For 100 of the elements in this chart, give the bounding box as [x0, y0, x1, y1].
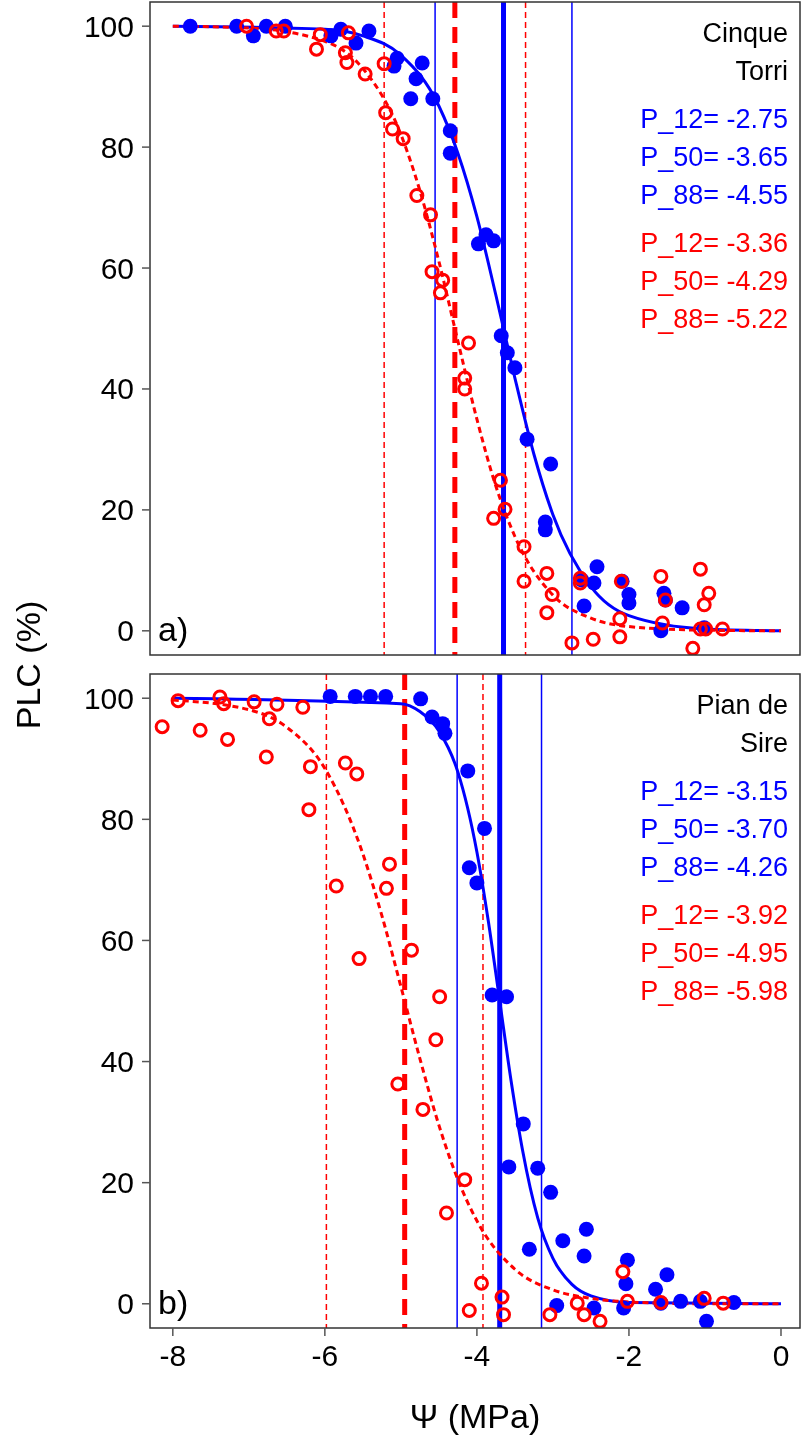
- y-tick-label: 40: [100, 372, 134, 406]
- point: [659, 1267, 675, 1283]
- point: [395, 131, 411, 147]
- point: [499, 345, 515, 361]
- point: [435, 272, 451, 288]
- point: [301, 802, 317, 818]
- point: [543, 456, 559, 472]
- y-tick-label: 100: [83, 681, 134, 715]
- point: [530, 1160, 546, 1176]
- ref-line-label: P_50= -4.29: [640, 266, 788, 296]
- point: [494, 1289, 510, 1305]
- point: [714, 621, 730, 637]
- point: [673, 1293, 689, 1309]
- point: [302, 759, 318, 775]
- point: [216, 696, 232, 712]
- point: [589, 559, 605, 575]
- point: [308, 41, 324, 57]
- point: [493, 328, 509, 344]
- point: [269, 696, 285, 712]
- point: [212, 689, 228, 705]
- point: [516, 573, 532, 589]
- point: [182, 18, 198, 34]
- ref-line-label: P_88= -4.26: [640, 852, 788, 882]
- point: [322, 688, 338, 704]
- ref-line-label: P_50= -3.70: [640, 814, 788, 844]
- point: [457, 381, 473, 397]
- point: [428, 1032, 444, 1048]
- point: [403, 91, 419, 107]
- annotation: a): [158, 610, 189, 648]
- point: [337, 755, 353, 771]
- ref-line-label: P_50= -3.65: [640, 142, 788, 172]
- y-tick-label: 40: [100, 1045, 134, 1079]
- point: [692, 621, 708, 637]
- x-axis-title: Ψ (MPa): [409, 1397, 541, 1435]
- point: [154, 719, 170, 735]
- point: [414, 55, 430, 71]
- point: [654, 615, 670, 631]
- point: [268, 23, 284, 39]
- y-tick-label: 0: [117, 614, 134, 648]
- point: [685, 640, 701, 655]
- point: [413, 691, 429, 707]
- point: [378, 105, 394, 121]
- point: [484, 987, 500, 1003]
- point: [542, 1307, 558, 1323]
- point: [501, 1159, 517, 1175]
- point: [576, 598, 592, 614]
- point: [516, 539, 532, 555]
- point: [576, 1307, 592, 1323]
- point: [348, 35, 364, 51]
- point: [539, 605, 555, 621]
- annotation: b): [158, 1283, 189, 1321]
- point: [486, 233, 502, 249]
- point: [438, 1205, 454, 1221]
- point: [461, 1302, 477, 1318]
- point: [246, 694, 262, 710]
- point: [473, 1275, 489, 1291]
- text: Cinque Torri: [702, 18, 788, 86]
- point: [521, 1241, 537, 1257]
- point: [432, 285, 448, 301]
- point: [424, 264, 440, 280]
- point: [612, 629, 628, 645]
- point: [692, 561, 708, 577]
- y-tick-label: 60: [100, 923, 134, 957]
- point: [337, 45, 353, 61]
- point: [457, 1172, 473, 1188]
- ref-line-label: P_50= -4.95: [640, 938, 788, 968]
- point: [258, 749, 274, 765]
- point: [674, 600, 690, 616]
- point: [544, 587, 560, 603]
- point: [653, 568, 669, 584]
- point: [349, 766, 365, 782]
- point: [339, 54, 355, 70]
- point: [618, 1276, 634, 1292]
- point: [585, 631, 601, 647]
- x-tick-label: -4: [463, 1339, 491, 1372]
- y-tick-label: 80: [100, 802, 134, 836]
- point: [569, 1295, 585, 1311]
- point: [612, 611, 628, 627]
- point: [515, 1116, 531, 1132]
- point: [424, 709, 440, 725]
- ref-line-label: P_12= -3.92: [640, 900, 788, 930]
- y-tick-label: 20: [100, 493, 134, 527]
- point: [486, 510, 502, 526]
- point: [170, 693, 186, 709]
- point: [648, 1281, 664, 1297]
- point: [576, 1248, 592, 1264]
- point: [586, 575, 602, 591]
- point: [328, 878, 344, 894]
- point: [376, 56, 392, 72]
- point: [312, 27, 328, 43]
- point: [295, 699, 311, 715]
- y-axis-title: PLC (%): [9, 600, 47, 730]
- x-tick-label: -8: [159, 1339, 187, 1372]
- point: [423, 207, 439, 223]
- point: [460, 763, 476, 779]
- point: [496, 1307, 512, 1323]
- point: [497, 501, 513, 517]
- point: [378, 880, 394, 896]
- point: [192, 722, 208, 738]
- x-tick-label: -6: [311, 1339, 339, 1372]
